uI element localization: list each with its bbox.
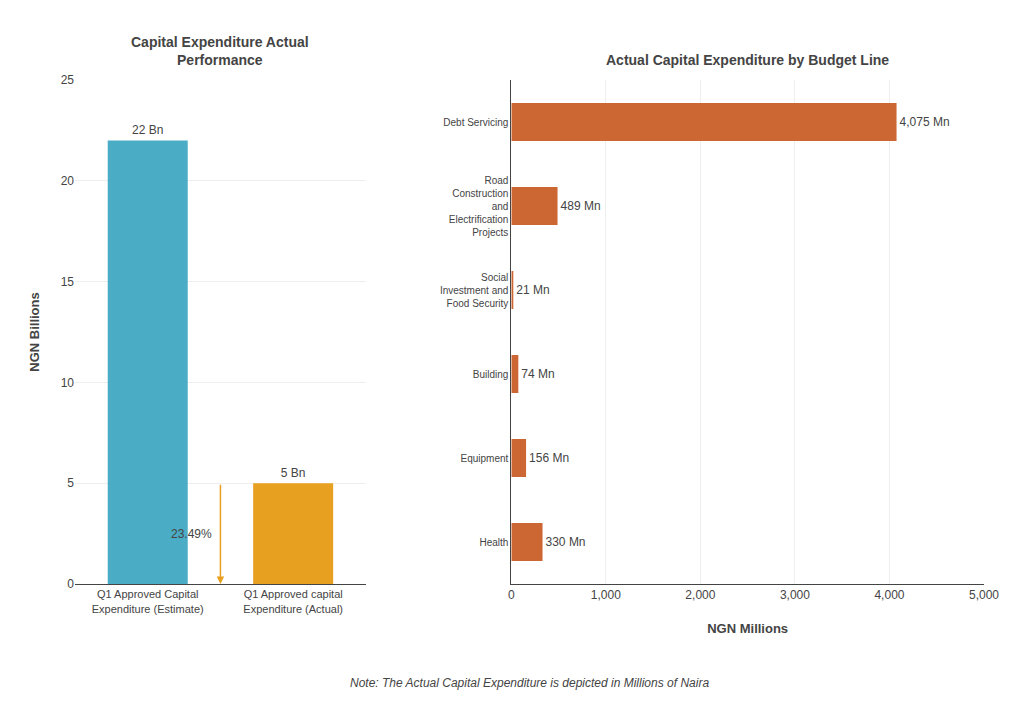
svg-text:Health: Health <box>479 537 508 548</box>
svg-text:Q1 Approved CapitalExpenditure: Q1 Approved CapitalExpenditure (Estimate… <box>92 588 204 614</box>
svg-text:1,000: 1,000 <box>591 588 621 602</box>
svg-text:25: 25 <box>61 73 75 87</box>
svg-text:Debt Servicing: Debt Servicing <box>443 117 508 128</box>
svg-text:21 Mn: 21 Mn <box>516 283 549 297</box>
svg-text:Q1 Approved capitalExpenditure: Q1 Approved capitalExpenditure (Actual) <box>243 588 343 614</box>
svg-text:15: 15 <box>61 275 75 289</box>
svg-text:4,000: 4,000 <box>874 588 904 602</box>
svg-text:SocialInvestment andFood Secur: SocialInvestment andFood Security <box>440 272 508 309</box>
svg-text:4,075 Mn: 4,075 Mn <box>900 115 950 129</box>
svg-text:3,000: 3,000 <box>780 588 810 602</box>
svg-text:330 Mn: 330 Mn <box>546 535 586 549</box>
svg-text:Building: Building <box>473 369 509 380</box>
svg-text:5 Bn: 5 Bn <box>281 466 306 480</box>
svg-text:NGN Millions: NGN Millions <box>707 621 788 636</box>
svg-text:2,000: 2,000 <box>685 588 715 602</box>
svg-text:74 Mn: 74 Mn <box>521 367 554 381</box>
svg-text:Equipment: Equipment <box>461 453 509 464</box>
svg-text:Note: The Actual Capital Expen: Note: The Actual Capital Expenditure is … <box>350 676 709 690</box>
svg-text:5: 5 <box>67 476 74 490</box>
svg-text:20: 20 <box>61 174 75 188</box>
svg-text:10: 10 <box>61 376 75 390</box>
svg-text:5,000: 5,000 <box>969 588 999 602</box>
svg-text:Capital Expenditure ActualPerf: Capital Expenditure ActualPerformance <box>131 34 309 68</box>
svg-text:0: 0 <box>67 577 74 591</box>
svg-text:NGN Billions: NGN Billions <box>27 292 42 371</box>
svg-text:RoadConstructionandElectrifica: RoadConstructionandElectrificationProjec… <box>449 175 508 238</box>
svg-text:156 Mn: 156 Mn <box>529 451 569 465</box>
svg-text:22 Bn: 22 Bn <box>132 123 163 137</box>
svg-text:Actual Capital Expenditure by: Actual Capital Expenditure by Budget Lin… <box>606 52 889 68</box>
svg-text:23.49%: 23.49% <box>171 527 212 541</box>
svg-text:0: 0 <box>508 588 515 602</box>
svg-text:489 Mn: 489 Mn <box>561 199 601 213</box>
